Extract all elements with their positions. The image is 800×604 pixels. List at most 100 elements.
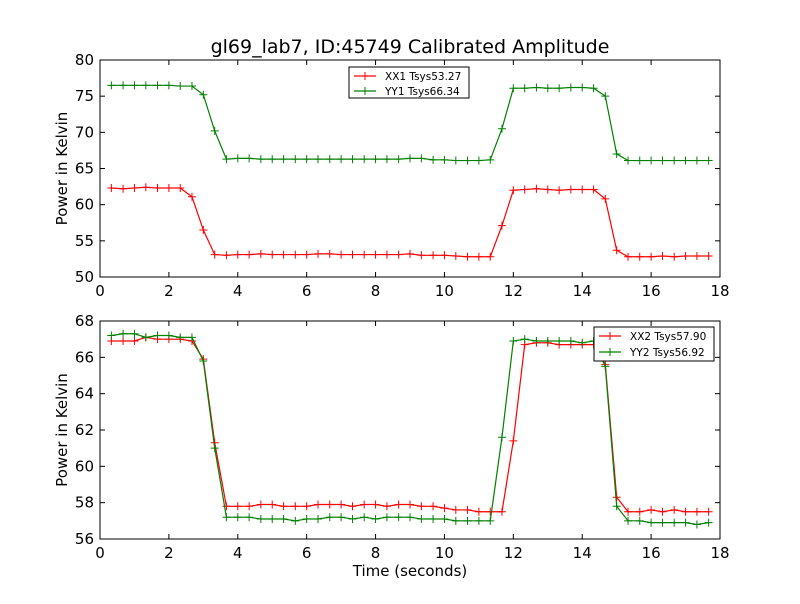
data-point-marker [451,156,460,165]
legend: XX2 Tsys57.90 YY2 Tsys56.92 [593,326,715,362]
plot-panel-1: 0 2 4 6 8 10 12 14 16 18 50 55 60 65 70 75 80 Power in Ke… [53,51,730,300]
data-point-marker [624,252,633,261]
data-point-marker [268,500,277,509]
data-point-marker [245,502,254,511]
data-point-marker [360,250,369,259]
data-point-marker [245,513,254,522]
data-point-marker [279,515,288,524]
y-tick-label: 75 [75,87,94,105]
data-point-marker [394,250,403,259]
data-point-marker [612,502,621,511]
data-point-marker [222,251,231,260]
data-point-marker [360,155,369,164]
data-point-marker [291,155,300,164]
y-tick-label: 50 [75,268,94,286]
data-point-marker [210,126,219,135]
data-point-marker [176,82,185,91]
x-tick-label: 12 [504,544,523,562]
x-tick-label: 18 [710,544,729,562]
legend-item: YY2 Tsys56.92 [599,347,705,359]
data-point-marker [222,513,231,522]
data-point-marker [658,518,667,527]
data-point-marker [187,82,196,91]
data-point-marker [681,518,690,527]
data-point-marker [520,335,529,344]
data-point-marker [268,155,277,164]
data-point-marker [647,505,656,514]
data-point-marker [130,81,139,90]
data-point-marker [670,505,679,514]
data-point-marker [589,84,598,93]
data-point-marker [187,333,196,342]
data-point-marker [692,156,701,165]
data-point-marker [670,518,679,527]
data-point-marker [256,249,265,258]
y-tick-label: 80 [75,51,94,69]
data-point-marker [417,515,426,524]
data-point-marker [130,336,139,345]
data-point-marker [119,336,128,345]
data-point-marker [429,515,438,524]
data-point-marker [497,507,506,516]
x-tick-label: 2 [164,544,174,562]
chart-title: gl69_lab7, ID:45749 Calibrated Amplitude [211,36,610,58]
data-point-marker [382,250,391,259]
data-point-marker [692,507,701,516]
series-2 [107,81,713,165]
data-point-marker [497,433,506,442]
x-tick-label: 6 [302,282,312,300]
data-point-marker [647,252,656,261]
data-point-marker [187,192,196,201]
data-point-marker [107,184,116,193]
legend-box [593,326,715,362]
data-point-marker [382,502,391,511]
data-point-marker [509,436,518,445]
data-point-marker [704,156,713,165]
data-point-marker [635,156,644,165]
data-point-marker [635,507,644,516]
data-point-marker [233,154,242,163]
data-point-marker [658,252,667,261]
data-point-marker [624,516,633,525]
data-point-marker [176,333,185,342]
data-point-marker [314,155,323,164]
x-tick-label: 0 [95,282,105,300]
data-point-marker [256,500,265,509]
legend-item: XX2 Tsys57.90 [599,331,706,343]
data-point-marker [233,250,242,259]
data-point-marker [555,186,564,195]
data-point-marker [474,516,483,525]
legend-label: YY1 Tsys66.34 [384,86,460,98]
x-tick-label: 12 [504,282,523,300]
data-point-marker [486,252,495,261]
data-point-marker [532,83,541,92]
data-point-marker [107,331,116,340]
data-point-marker [337,500,346,509]
data-point-marker [474,156,483,165]
data-point-marker [337,155,346,164]
data-point-marker [555,84,564,93]
data-point-marker [486,507,495,516]
data-point-marker [658,156,667,165]
data-point-marker [440,515,449,524]
data-point-marker [107,81,116,90]
data-point-marker [119,184,128,193]
data-point-marker [119,329,128,338]
data-point-marker [302,155,311,164]
data-point-marker [325,249,334,258]
data-point-marker [429,251,438,260]
data-point-marker [394,155,403,164]
data-point-marker [325,513,334,522]
data-point-marker [337,250,346,259]
x-tick-label: 0 [95,544,105,562]
data-point-marker [578,338,587,347]
legend-item: YY1 Tsys66.34 [354,86,460,98]
data-point-marker [681,507,690,516]
data-point-marker [692,520,701,529]
data-point-marker [589,185,598,194]
data-point-marker [348,250,357,259]
y-tick-label: 62 [75,421,94,439]
data-point-marker [394,500,403,509]
y-tick-label: 64 [75,385,94,403]
data-point-marker [647,518,656,527]
